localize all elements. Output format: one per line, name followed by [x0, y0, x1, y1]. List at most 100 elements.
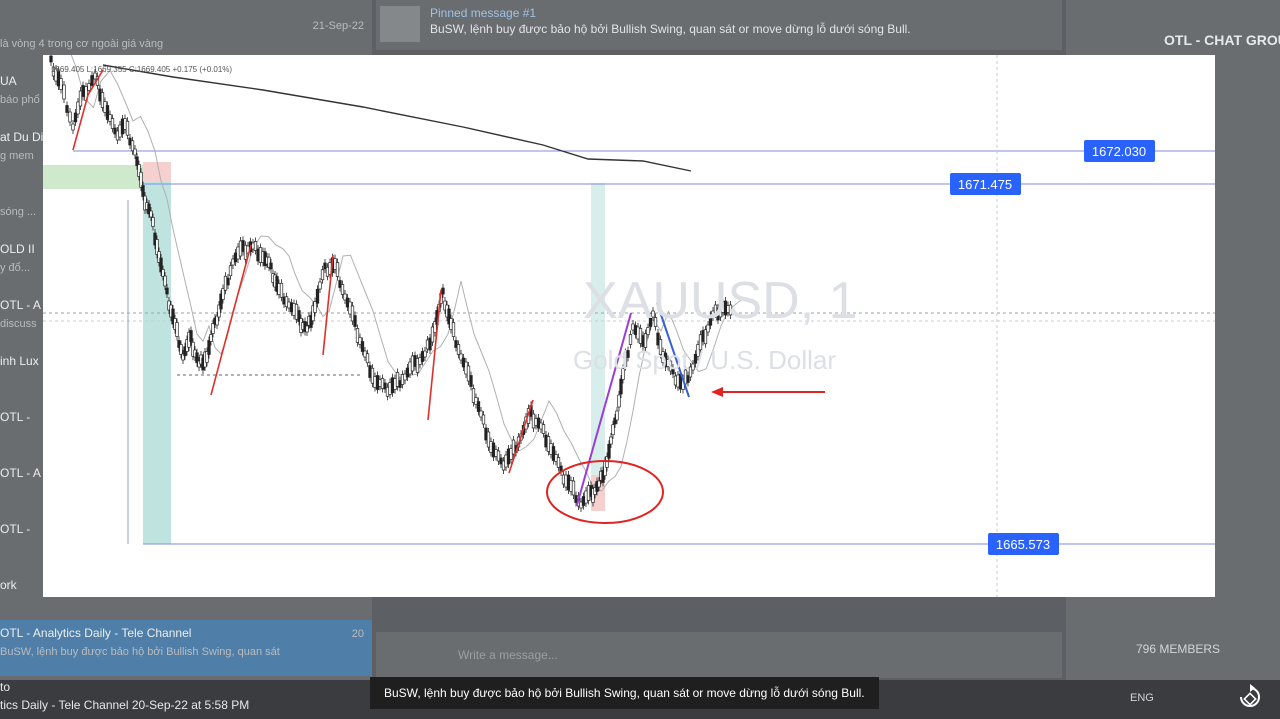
candle-body	[617, 394, 621, 408]
candle-body	[611, 424, 615, 436]
candle-body	[651, 310, 655, 318]
candle-body	[686, 375, 690, 383]
chat-title: OLD II	[0, 242, 35, 256]
candle-body	[209, 334, 213, 342]
chat-list-item[interactable]: là vòng 4 trong cơ ngoài giá vàng 21-Sep-…	[0, 12, 372, 68]
candle-body	[226, 277, 230, 286]
candle-body	[447, 308, 451, 325]
candle-body	[125, 120, 130, 136]
bull-swing-3	[322, 254, 334, 356]
candle-body	[340, 284, 345, 295]
candle-body	[619, 378, 623, 395]
candle-body	[370, 367, 375, 384]
candle-body	[191, 341, 195, 357]
candle-body	[671, 367, 675, 375]
taskbar-language[interactable]: ENG	[1130, 692, 1154, 704]
chat-title: at Du Di	[0, 130, 44, 144]
ohlc-header: 1669.405 L:1669.355 C:1669.405 +0.175 (+…	[51, 65, 232, 74]
pinned-message[interactable]: Pinned message #1 BuSW, lệnh buy được bả…	[376, 0, 1062, 50]
candle-body	[551, 446, 556, 461]
pinned-title: Pinned message #1	[430, 6, 537, 20]
candle-body	[309, 315, 313, 328]
chat-list-item[interactable]: ork	[0, 572, 372, 628]
description-watermark: Gold Spot / U.S. Dollar	[573, 345, 836, 375]
candle-body	[267, 256, 271, 268]
candle-body	[383, 382, 387, 390]
candle-body	[456, 344, 461, 355]
candle-body	[360, 341, 365, 352]
candle-body	[597, 480, 601, 488]
candle-body	[318, 281, 322, 290]
candle-body	[615, 410, 619, 421]
candle-body	[171, 308, 175, 325]
candle-body	[703, 329, 708, 345]
chat-list-item[interactable]: UA báo phổ	[0, 68, 372, 124]
candle-body	[155, 239, 159, 255]
candle-body	[451, 322, 456, 337]
chat-date: 20	[351, 628, 364, 640]
candle-body	[481, 414, 486, 425]
candle-body	[459, 353, 463, 361]
candle-body	[496, 450, 501, 462]
candle-body	[338, 280, 342, 288]
price-chart-viewer[interactable]: XAUUSD, 1 Gold Spot / U.S. Dollar 1669.4…	[43, 55, 1215, 597]
chat-list-item[interactable]: OTL - Analytics Daily - Tele Channel BuSW…	[0, 620, 372, 676]
candle-body	[135, 156, 139, 167]
candle-body	[177, 340, 181, 348]
candle-body	[668, 360, 673, 372]
chat-preview: báo phổ	[0, 94, 40, 106]
candle-body	[159, 257, 163, 273]
chat-list-item[interactable]: at Du Di g mem	[0, 124, 372, 180]
bull-swing-5	[508, 399, 534, 474]
candle-body	[471, 388, 476, 403]
candle-body	[706, 324, 710, 333]
candle-body	[157, 251, 161, 263]
chat-list-item[interactable]: OTL -	[0, 516, 372, 572]
candle-body	[556, 457, 561, 468]
candle-body	[454, 340, 458, 348]
candle-body	[476, 401, 481, 412]
stop-zone-top	[143, 162, 171, 182]
candle-body	[591, 488, 595, 503]
chat-list-item[interactable]: OTL - A	[0, 460, 372, 516]
chat-title: OTL -	[0, 522, 31, 536]
candle-body	[105, 105, 110, 120]
candle-body	[693, 353, 698, 364]
price-label-3-bg	[988, 533, 1059, 555]
candle-body	[161, 269, 165, 277]
members-count[interactable]: 796 MEMBERS	[1136, 642, 1221, 656]
candle-body	[688, 366, 693, 378]
impulse-line	[576, 312, 632, 506]
candle-body	[181, 353, 185, 361]
candle-body	[78, 90, 83, 107]
candle-body	[217, 304, 221, 318]
candle-body	[205, 351, 209, 363]
candle-body	[81, 85, 85, 97]
message-composer[interactable]: Write a message...	[376, 632, 1062, 678]
candle-body	[728, 304, 733, 316]
candle-body	[153, 232, 157, 246]
candle-body	[335, 262, 340, 277]
candle-body	[137, 164, 141, 177]
candle-body	[175, 322, 179, 337]
chat-list-item[interactable]: sóng ...	[0, 180, 372, 236]
candle-body	[474, 397, 478, 405]
candle-body	[207, 340, 211, 355]
candle-body	[87, 83, 91, 91]
candle-body	[541, 424, 546, 434]
chat-list-item[interactable]: OTL - A discuss	[0, 292, 372, 348]
bottom-caption: to	[0, 680, 11, 694]
candle-body	[90, 75, 94, 86]
candle-body	[355, 328, 360, 343]
chat-list-item[interactable]: OTL -	[0, 404, 372, 460]
chat-list-item[interactable]: inh Lux	[0, 348, 372, 404]
candle-body	[165, 287, 169, 295]
price-label-1-bg	[1084, 140, 1155, 162]
candle-body	[609, 436, 613, 445]
candle-body	[428, 337, 432, 351]
candle-body	[305, 325, 309, 333]
rotate-icon[interactable]	[1236, 683, 1264, 711]
channel-name: OTL - CHAT GROU	[1164, 32, 1280, 48]
chat-list-item[interactable]: OLD II y đổ...	[0, 236, 372, 292]
chat-title: OTL - A	[0, 298, 41, 312]
